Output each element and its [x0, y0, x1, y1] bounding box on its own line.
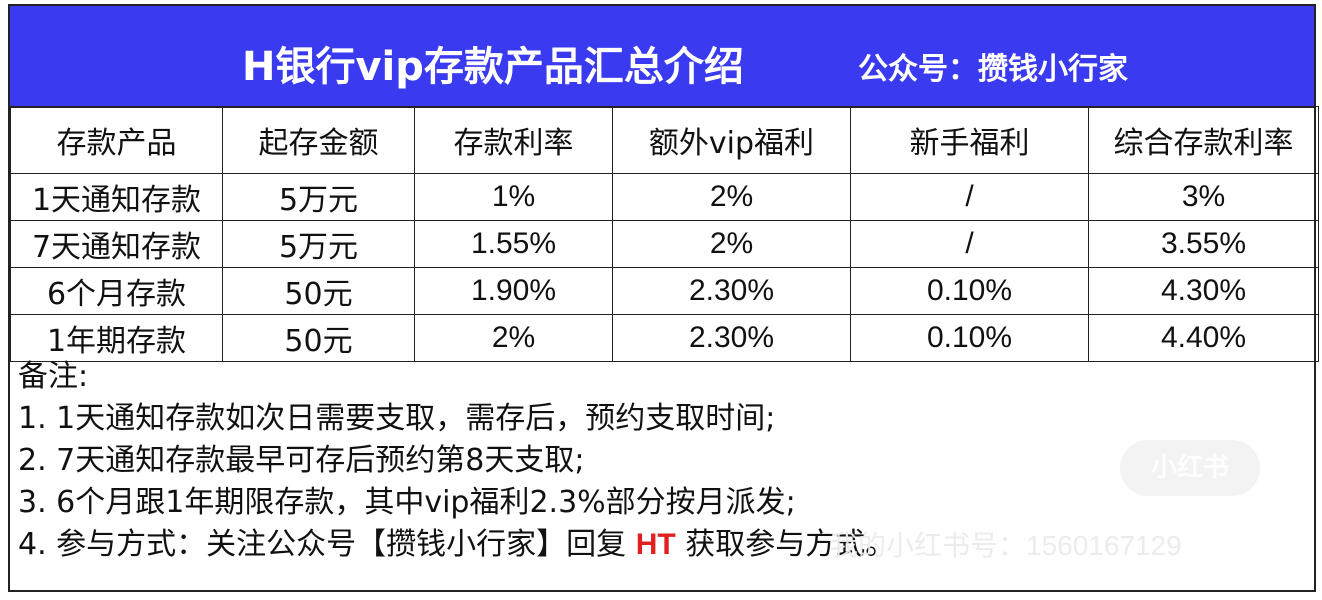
product-name-cell: 1年期存款 [10, 314, 223, 362]
table-row: 7天通知存款 5万元 1.55% 2% / 3.55% [10, 220, 1319, 268]
rate-cell: 1.90% [414, 267, 613, 315]
watermark-id: 我的小红书号：1560167129 [830, 530, 1182, 561]
rate-cell: 1.55% [414, 220, 613, 268]
note-line-1: 1. 1天通知存款如次日需要支取，需存后，预约支取时间; [18, 401, 776, 436]
total-rate-cell: 4.40% [1088, 314, 1319, 362]
newcomer-bonus-cell: 0.10% [850, 267, 1089, 315]
min-amount-cell: 5万元 [222, 220, 415, 268]
notes-section: 备注: 1. 1天通知存款如次日需要支取，需存后，预约支取时间; 2. 7天通知… [10, 356, 1314, 566]
note-line-3: 3. 6个月跟1年期限存款，其中vip福利2.3%部分按月派发; [18, 485, 796, 520]
newcomer-bonus-cell: / [850, 173, 1089, 221]
title-banner: H银行vip存款产品汇总介绍 公众号：攒钱小行家 [10, 6, 1314, 108]
header-cell: 起存金额 [222, 106, 415, 174]
table-row: 6个月存款 50元 1.90% 2.30% 0.10% 4.30% [10, 267, 1319, 315]
total-rate-cell: 4.30% [1088, 267, 1319, 315]
note-line-4-suffix: 获取参与方式。 [675, 527, 896, 562]
rate-cell: 1% [414, 173, 613, 221]
total-rate-cell: 3% [1088, 173, 1319, 221]
header-cell: 新手福利 [850, 106, 1089, 174]
product-name-cell: 7天通知存款 [10, 220, 223, 268]
header-cell: 存款产品 [10, 106, 223, 174]
header-cell: 综合存款利率 [1088, 106, 1319, 174]
product-name-cell: 1天通知存款 [10, 173, 223, 221]
table-row: 1年期存款 50元 2% 2.30% 0.10% 4.40% [10, 314, 1319, 362]
banner-title: H银行vip存款产品汇总介绍 [242, 44, 744, 90]
table-row: 1天通知存款 5万元 1% 2% / 3% [10, 173, 1319, 221]
watermark-logo: 小红书 [1120, 440, 1260, 496]
notes-heading: 备注: [18, 359, 89, 394]
table-header-row: 存款产品 起存金额 存款利率 额外vip福利 新手福利 综合存款利率 [10, 106, 1319, 174]
product-name-cell: 6个月存款 [10, 267, 223, 315]
deposit-product-table: 存款产品 起存金额 存款利率 额外vip福利 新手福利 综合存款利率 1天通知存… [10, 106, 1319, 362]
spreadsheet-image: H银行vip存款产品汇总介绍 公众号：攒钱小行家 存款产品 起存金额 存款利率 … [8, 4, 1319, 592]
total-rate-cell: 3.55% [1088, 220, 1319, 268]
newcomer-bonus-cell: / [850, 220, 1089, 268]
note-line-2: 2. 7天通知存款最早可存后预约第8天支取; [18, 443, 585, 478]
min-amount-cell: 50元 [222, 267, 415, 315]
vip-bonus-cell: 2.30% [612, 314, 851, 362]
newcomer-bonus-cell: 0.10% [850, 314, 1089, 362]
reply-keyword: HT [635, 528, 676, 561]
header-cell: 额外vip福利 [612, 106, 851, 174]
min-amount-cell: 5万元 [222, 173, 415, 221]
header-cell: 存款利率 [414, 106, 613, 174]
vip-bonus-cell: 2.30% [612, 267, 851, 315]
banner-subtitle: 公众号：攒钱小行家 [858, 52, 1128, 87]
note-line-4: 4. 参与方式：关注公众号【攒钱小行家】回复 HT 获取参与方式。 [18, 524, 1314, 566]
vip-bonus-cell: 2% [612, 220, 851, 268]
rate-cell: 2% [414, 314, 613, 362]
vip-bonus-cell: 2% [612, 173, 851, 221]
note-line-4-prefix: 4. 参与方式：关注公众号【攒钱小行家】回复 [18, 527, 636, 562]
min-amount-cell: 50元 [222, 314, 415, 362]
